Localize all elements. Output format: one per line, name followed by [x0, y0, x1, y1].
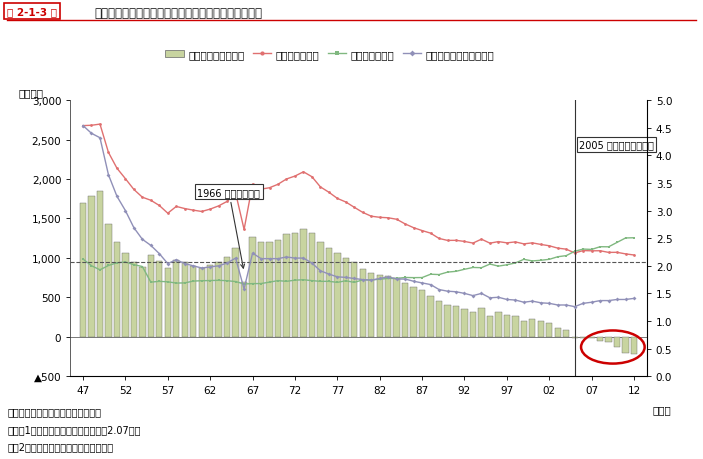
- Bar: [453, 306, 459, 337]
- Bar: [181, 263, 188, 337]
- Bar: [292, 233, 298, 337]
- Bar: [486, 316, 493, 337]
- Bar: [436, 301, 442, 337]
- Bar: [588, 337, 595, 338]
- Bar: [563, 330, 569, 337]
- Bar: [538, 321, 544, 337]
- Text: （年）: （年）: [652, 404, 671, 414]
- Bar: [546, 324, 553, 337]
- Bar: [427, 296, 434, 337]
- Bar: [394, 278, 400, 337]
- Bar: [342, 258, 349, 337]
- Bar: [300, 230, 307, 337]
- Bar: [572, 337, 578, 339]
- Bar: [250, 238, 256, 337]
- Bar: [470, 313, 476, 337]
- Bar: [207, 266, 213, 337]
- Bar: [614, 337, 620, 347]
- Bar: [529, 319, 536, 337]
- Bar: [317, 243, 323, 337]
- Bar: [190, 266, 196, 337]
- Bar: [512, 316, 519, 337]
- Bar: [309, 233, 315, 337]
- Bar: [156, 261, 162, 337]
- Bar: [478, 308, 484, 337]
- Bar: [360, 270, 366, 337]
- Bar: [334, 253, 340, 337]
- Bar: [368, 274, 375, 337]
- Bar: [266, 243, 273, 337]
- Bar: [89, 197, 95, 337]
- Bar: [233, 249, 239, 337]
- Bar: [139, 268, 146, 337]
- Bar: [351, 262, 357, 337]
- Bar: [97, 191, 103, 337]
- Text: （注）1．破線は、人口置換水準線（2.07）。: （注）1．破線は、人口置換水準線（2.07）。: [7, 425, 141, 435]
- Bar: [377, 275, 383, 337]
- Text: 2005 年初の人口自然減: 2005 年初の人口自然減: [579, 140, 654, 150]
- Bar: [114, 243, 120, 337]
- Text: 2．自然増減数＝出生数－死亡数。: 2．自然増減数＝出生数－死亡数。: [7, 442, 113, 452]
- Text: 出生数、死亡数、自然増減数、合計特殊出生率の推移: 出生数、死亡数、自然増減数、合計特殊出生率の推移: [95, 7, 263, 20]
- Text: 1966 年ひのえうま: 1966 年ひのえうま: [198, 187, 260, 269]
- Bar: [198, 268, 205, 337]
- Bar: [597, 337, 603, 341]
- Bar: [224, 258, 231, 337]
- Bar: [419, 290, 425, 337]
- Bar: [80, 204, 86, 337]
- Bar: [173, 261, 179, 337]
- Bar: [283, 235, 290, 337]
- Text: （千人）: （千人）: [18, 88, 44, 98]
- Bar: [461, 309, 467, 337]
- Bar: [444, 305, 451, 337]
- Bar: [555, 329, 561, 337]
- Bar: [495, 313, 501, 337]
- Bar: [131, 262, 137, 337]
- Text: 第 2-1-3 図: 第 2-1-3 図: [7, 7, 57, 17]
- Bar: [385, 276, 392, 337]
- Bar: [105, 224, 112, 337]
- Bar: [504, 315, 510, 337]
- Legend: 自然増減数（左軸）, 出生数（左軸）, 死亡数（左軸）, 合計特殊出生率（右軸）: 自然増減数（左軸）, 出生数（左軸）, 死亡数（左軸）, 合計特殊出生率（右軸）: [161, 45, 498, 64]
- Text: 資料：厚生労働省「人口動態統計」: 資料：厚生労働省「人口動態統計」: [7, 406, 101, 416]
- Bar: [605, 337, 612, 342]
- Bar: [580, 337, 586, 339]
- Bar: [521, 322, 527, 337]
- Bar: [411, 287, 417, 337]
- Bar: [631, 337, 637, 354]
- Bar: [216, 263, 222, 337]
- Bar: [241, 283, 247, 337]
- Bar: [275, 241, 281, 337]
- Bar: [325, 248, 332, 337]
- Bar: [122, 254, 129, 337]
- Bar: [402, 284, 408, 337]
- Bar: [165, 269, 171, 337]
- Bar: [622, 337, 628, 353]
- Bar: [148, 255, 154, 337]
- Bar: [258, 243, 264, 337]
